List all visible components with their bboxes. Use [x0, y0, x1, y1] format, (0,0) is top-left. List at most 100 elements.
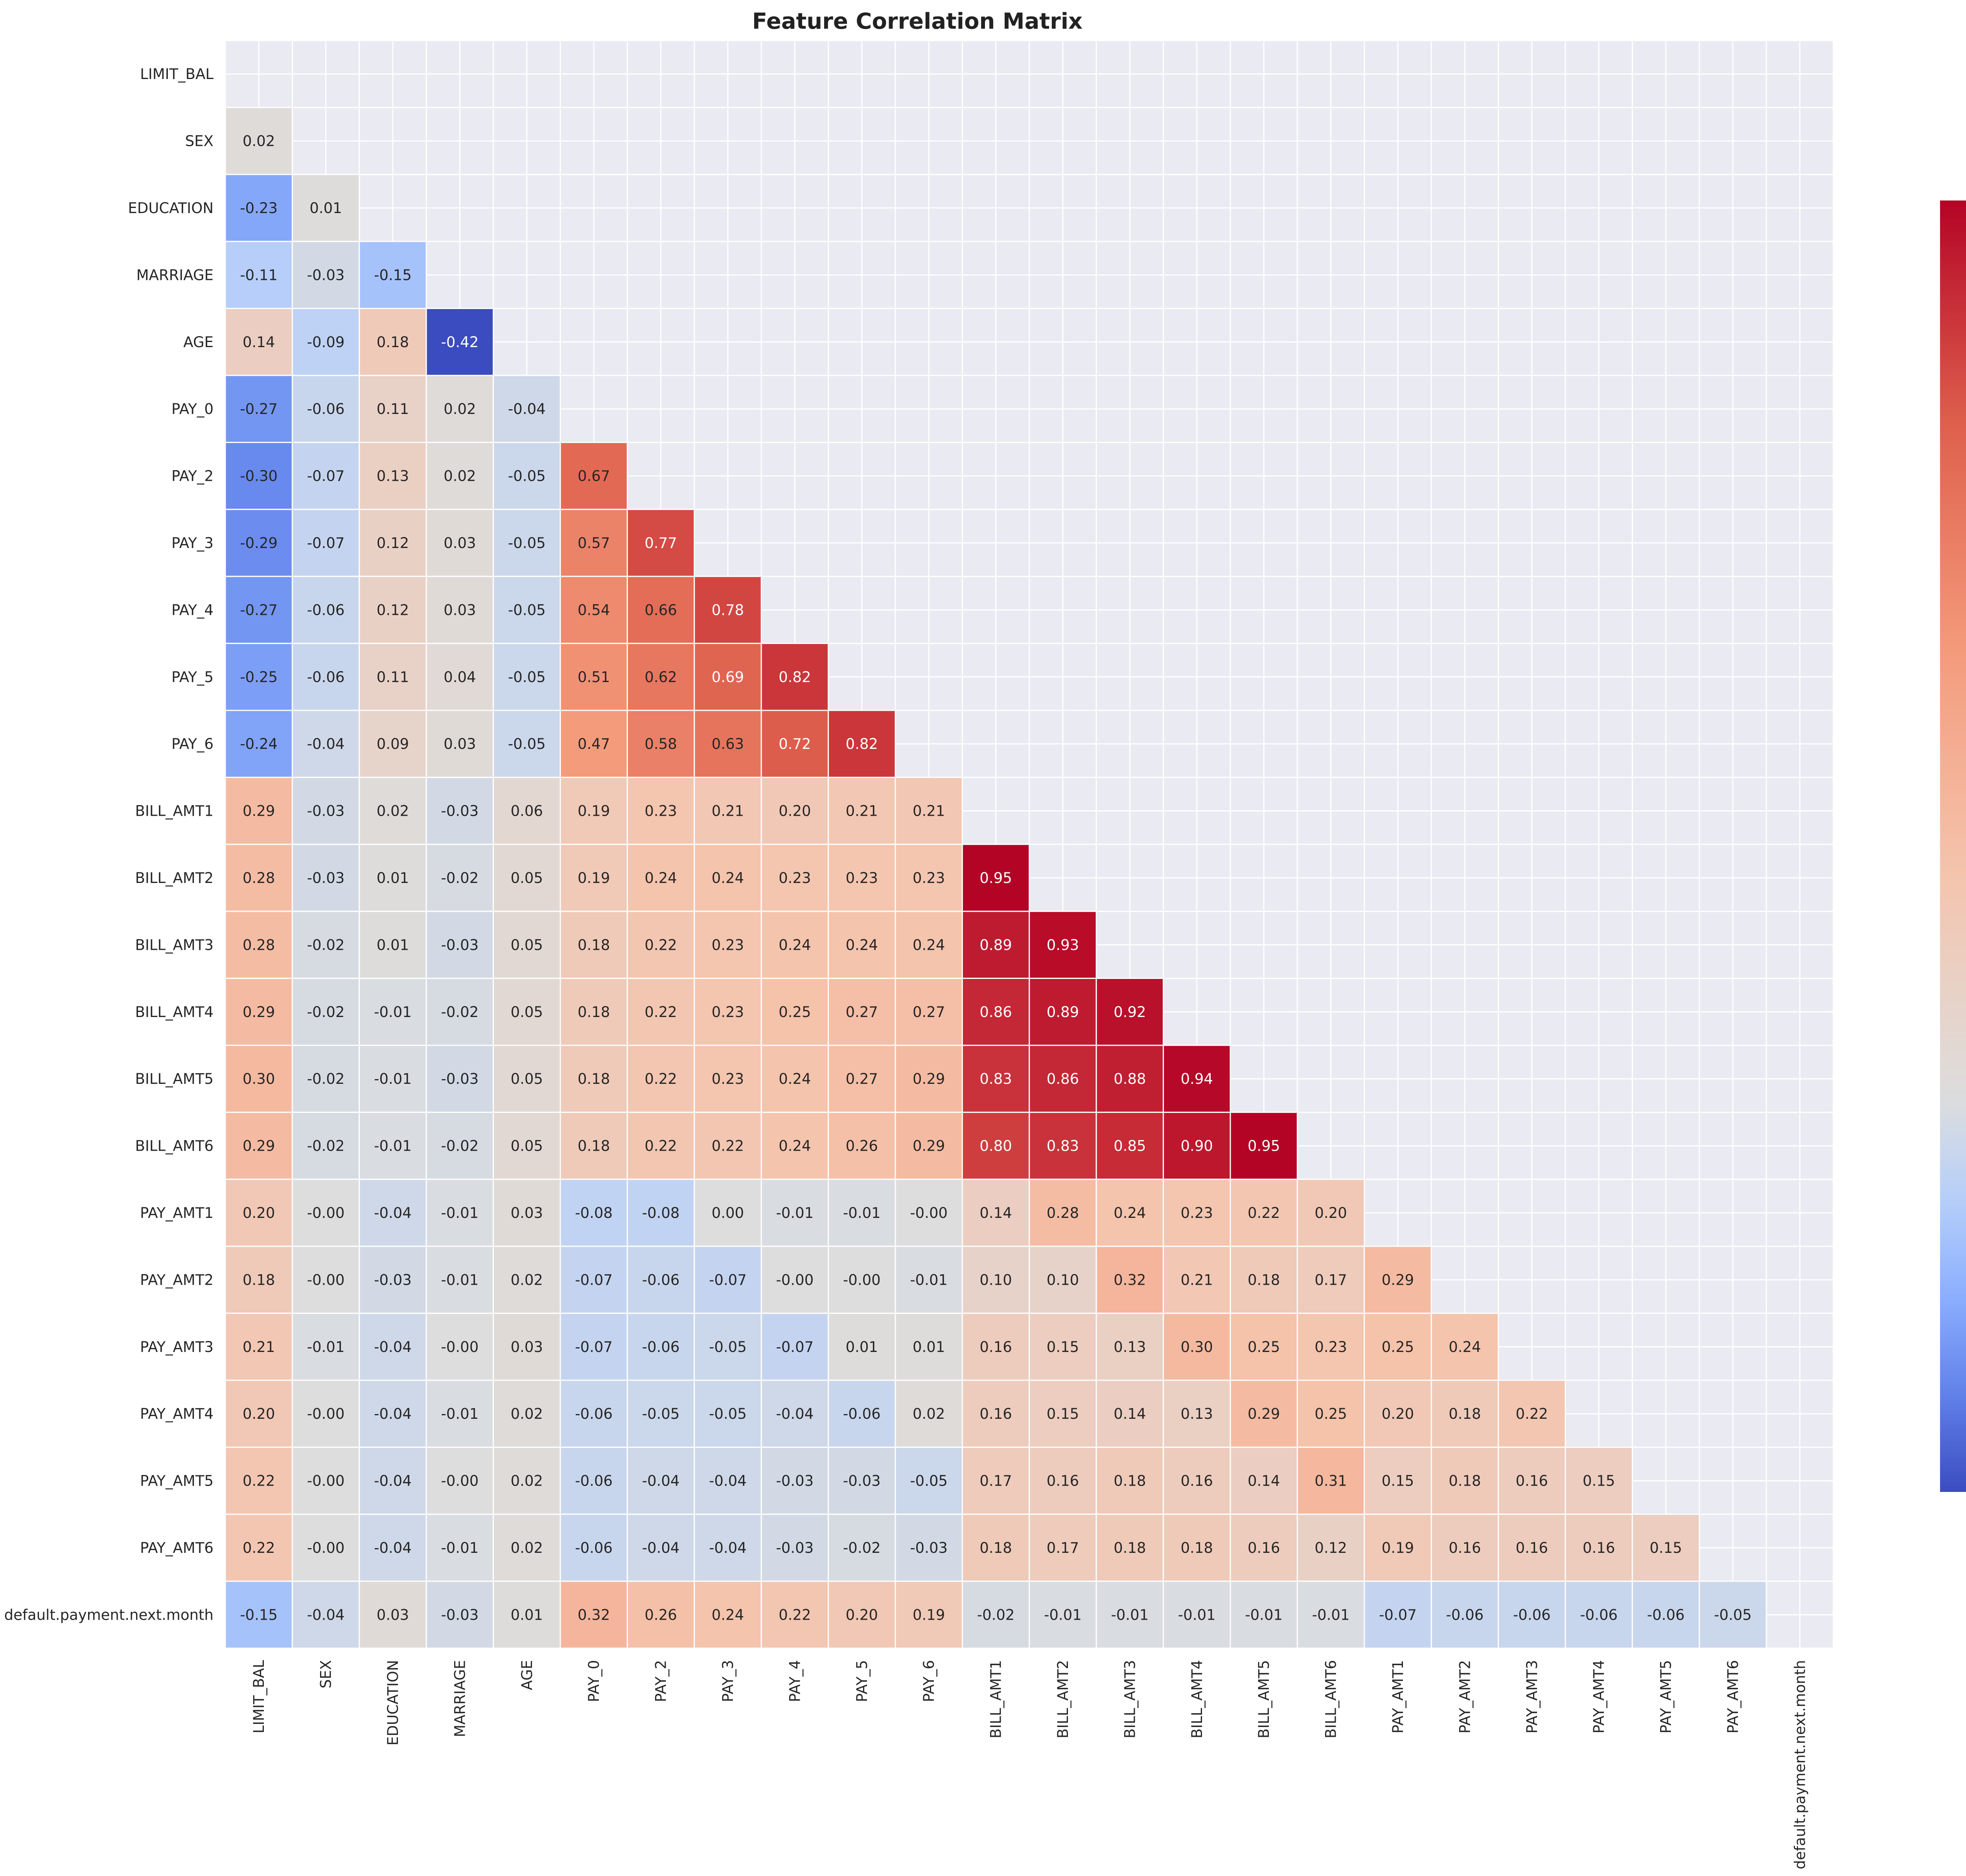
- heatmap-cell: [560, 441, 628, 510]
- cell-value-label: -0.01: [441, 1205, 479, 1221]
- cell-value-label: 0.16: [1516, 1539, 1548, 1556]
- y-tick-label: BILL_AMT3: [135, 936, 214, 953]
- cell-value-label: 0.23: [712, 1004, 744, 1021]
- chart-title: Feature Correlation Matrix: [752, 9, 1082, 34]
- heatmap-cell: [493, 1313, 561, 1381]
- heatmap-cell: [225, 1245, 293, 1314]
- cell-value-label: 0.16: [1516, 1473, 1548, 1490]
- heatmap-cell: [760, 1045, 829, 1113]
- cell-value-label: 0.95: [979, 870, 1012, 887]
- heatmap-cell: [1364, 1514, 1432, 1582]
- cell-value-label: 0.21: [1181, 1271, 1213, 1288]
- heatmap-cell: [828, 978, 896, 1046]
- cell-value-label: 0.69: [712, 669, 744, 686]
- cell-value-label: 0.06: [511, 803, 543, 820]
- heatmap-cell: [560, 643, 628, 711]
- cell-value-label: -0.05: [642, 1405, 680, 1422]
- cell-value-label: -0.04: [374, 1473, 412, 1490]
- heatmap-cell: [626, 1580, 695, 1649]
- heatmap-cell: [560, 1379, 628, 1448]
- cell-value-label: -0.01: [1312, 1606, 1350, 1623]
- cell-value-label: 0.29: [1248, 1405, 1280, 1422]
- heatmap-cell: [425, 1379, 494, 1448]
- cell-value-label: 0.25: [1248, 1339, 1280, 1356]
- cell-value-label: 0.82: [779, 669, 811, 686]
- cell-value-label: 0.28: [1047, 1205, 1079, 1221]
- heatmap-cell: [1565, 1580, 1633, 1649]
- cell-value-label: 0.18: [1181, 1539, 1213, 1556]
- heatmap-cell: [828, 844, 896, 912]
- cell-value-label: 0.54: [578, 601, 610, 618]
- cell-value-label: -0.03: [776, 1539, 814, 1556]
- cell-value-label: -0.04: [374, 1339, 412, 1356]
- colorbar: 0.80.60.40.20.0−0.2−0.4: [1940, 200, 1966, 1492]
- heatmap-cell: [626, 509, 695, 577]
- heatmap-cell: [694, 776, 762, 845]
- heatmap-cell: [1296, 1313, 1365, 1381]
- cell-value-label: 0.86: [979, 1004, 1012, 1021]
- y-tick-label: AGE: [183, 334, 214, 351]
- heatmap-cell: [291, 509, 360, 577]
- heatmap-cell: [493, 1580, 561, 1649]
- heatmap-cell: [1565, 1446, 1633, 1515]
- cell-value-label: -0.15: [374, 267, 412, 283]
- cell-value-label: 0.03: [444, 736, 476, 752]
- heatmap-cell: [895, 1245, 963, 1314]
- cell-value-label: 0.20: [243, 1205, 275, 1221]
- cell-value-label: 0.02: [511, 1539, 543, 1556]
- cell-value-label: -0.04: [508, 401, 546, 418]
- heatmap-cell: [225, 910, 293, 979]
- heatmap-cell: [1163, 1045, 1231, 1113]
- heatmap-cell: [626, 910, 695, 979]
- heatmap-cell: [560, 1313, 628, 1381]
- cell-value-label: 0.95: [1248, 1138, 1280, 1155]
- heatmap-cell: [425, 844, 494, 912]
- x-tick-label: PAY_AMT5: [1658, 1660, 1675, 1734]
- heatmap-cell: [560, 1245, 628, 1314]
- heatmap-cell: [694, 1179, 762, 1247]
- cell-value-label: -0.00: [307, 1271, 345, 1288]
- cell-value-label: 0.27: [913, 1004, 945, 1021]
- heatmap-cell: [225, 844, 293, 912]
- cell-value-label: -0.01: [1178, 1606, 1216, 1623]
- heatmap-cell: [1230, 1313, 1298, 1381]
- heatmap-cell: [225, 1111, 293, 1180]
- heatmap-cell: [1230, 1245, 1298, 1314]
- cell-value-label: 0.03: [444, 601, 476, 618]
- y-tick-label: BILL_AMT6: [135, 1138, 214, 1155]
- y-tick-label: MARRIAGE: [136, 267, 214, 283]
- cell-value-label: -0.00: [307, 1473, 345, 1490]
- cell-value-label: 0.15: [1047, 1405, 1079, 1422]
- cell-value-label: -0.01: [1111, 1606, 1149, 1623]
- cell-value-label: 0.04: [444, 669, 476, 686]
- heatmap-cell: [291, 1245, 360, 1314]
- heatmap-cell: [895, 910, 963, 979]
- cell-value-label: 0.02: [377, 803, 409, 820]
- cell-value-label: -0.42: [441, 334, 479, 351]
- cell-value-label: -0.06: [575, 1473, 613, 1490]
- cell-value-label: 0.10: [1047, 1271, 1079, 1288]
- heatmap-cell: [291, 1045, 360, 1113]
- cell-value-label: 0.29: [913, 1138, 945, 1155]
- cell-value-label: 0.26: [644, 1606, 677, 1623]
- heatmap-cell: [1364, 1580, 1432, 1649]
- heatmap-cell: [425, 308, 494, 376]
- y-tick-label: SEX: [185, 133, 214, 150]
- heatmap-cell: [895, 1313, 963, 1381]
- heatmap-cell: [291, 1179, 360, 1247]
- heatmap-cell: [961, 1111, 1030, 1180]
- cell-value-label: -0.07: [776, 1339, 814, 1356]
- cell-value-label: 0.23: [712, 936, 744, 953]
- cell-value-label: 0.93: [1047, 936, 1079, 953]
- heatmap-cell: [560, 509, 628, 577]
- cell-value-label: 0.21: [712, 803, 744, 820]
- cell-value-label: 0.01: [377, 870, 409, 887]
- cell-value-label: -0.01: [441, 1405, 479, 1422]
- y-tick-label: PAY_4: [171, 601, 214, 618]
- heatmap-cell: [1430, 1580, 1499, 1649]
- cell-value-label: -0.01: [307, 1339, 345, 1356]
- cell-value-label: 0.03: [511, 1205, 543, 1221]
- x-tick-label: PAY_AMT6: [1725, 1660, 1741, 1734]
- heatmap-cell: [760, 978, 829, 1046]
- cell-value-label: 0.82: [846, 736, 878, 752]
